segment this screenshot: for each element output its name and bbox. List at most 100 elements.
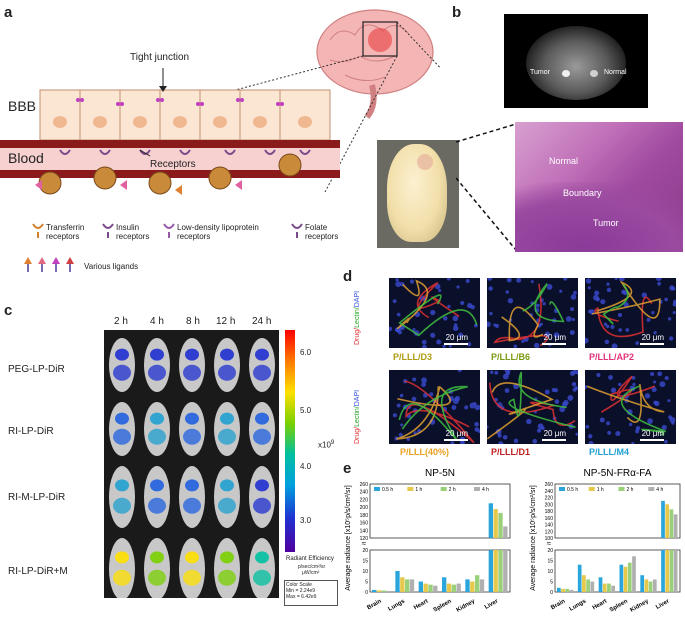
bar [456, 583, 461, 592]
radiant-unit-top: p/sec/cm²/sr [298, 564, 326, 570]
nucleus [421, 382, 427, 388]
mouse-signal-head [115, 551, 129, 564]
mouse-signal-body [218, 569, 236, 586]
nucleus [530, 280, 534, 284]
nucleus [504, 370, 511, 374]
bar [627, 562, 632, 592]
nucleus [400, 423, 404, 427]
bar [673, 550, 678, 592]
stain-label-bottom: Drug/Lectin/DAPI [354, 389, 361, 444]
ytick-high: 200 [545, 502, 554, 508]
legend-swatch [474, 487, 480, 491]
bar [652, 579, 657, 592]
bar [590, 581, 595, 592]
bar [493, 550, 498, 592]
ytick-high: 240 [545, 489, 554, 495]
bar [381, 590, 386, 592]
ytick-high: 240 [360, 490, 369, 496]
nucleus [606, 421, 611, 426]
mouse-signal-head [150, 479, 164, 492]
panel-d-letter: d [343, 268, 353, 285]
bar [479, 579, 485, 592]
nucleus [513, 344, 518, 348]
bar [673, 514, 678, 538]
mouse-signal-head [255, 348, 269, 361]
nucleus [535, 303, 540, 308]
nucleus [392, 413, 397, 418]
mouse-signal-head [220, 348, 234, 361]
mouse-signal-body [148, 428, 166, 445]
mouse-signal-head [115, 479, 129, 492]
colorbar-tick-5: 5.0 [300, 406, 312, 415]
nucleus [653, 380, 657, 384]
ligand-arrows [24, 257, 74, 272]
micro-d1: 20 μm [487, 370, 578, 444]
mice-svg [109, 338, 275, 600]
bar [669, 509, 674, 538]
nucleus [429, 392, 434, 397]
nucleus [490, 370, 494, 375]
nucleus [600, 299, 606, 305]
micro-m4: 20 μm [585, 370, 676, 444]
nucleus [641, 292, 648, 298]
mouse-signal-body [253, 364, 271, 381]
nucleus [502, 373, 509, 380]
nucleus [409, 279, 415, 284]
nucleus [651, 311, 655, 315]
nucleus [635, 341, 640, 345]
legend-label: 2 h [449, 487, 456, 493]
mouse-signal-head [185, 412, 199, 425]
nucleus [400, 326, 404, 330]
nucleus [458, 332, 464, 338]
nucleus [594, 290, 600, 296]
chart-0: NP-5N12014016018020022024026005101520≈Av… [345, 468, 511, 614]
mouse-body [249, 538, 275, 600]
mouse-body [179, 538, 205, 600]
nucleus [585, 385, 588, 389]
vessel [501, 306, 544, 342]
panel-c-letter: c [4, 302, 13, 319]
mri-image: Tumor Normal [504, 14, 648, 108]
nucleus [451, 405, 457, 410]
mouse-signal-head [255, 551, 269, 564]
nucleus [437, 288, 442, 293]
nucleus [460, 440, 465, 444]
nucleus [544, 331, 550, 337]
category-label: Lungs [387, 598, 406, 613]
ytick-low: 0 [550, 590, 553, 596]
bar [376, 590, 382, 592]
mouse-signal-body [113, 428, 131, 445]
bar [498, 550, 503, 592]
nucleus [504, 388, 510, 393]
bar [598, 577, 603, 592]
color-scale-max: Max = 6.42e9 [286, 594, 317, 600]
vessel [508, 371, 576, 429]
radiant-unit-bot: μW/cm² [302, 570, 320, 576]
ytick-high: 160 [360, 521, 369, 527]
nucleus [570, 294, 577, 300]
bar [405, 579, 410, 592]
mouse-signal-head [150, 412, 164, 425]
y-axis-label: Average radiance [x10⁵p/s/cm²/sr] [530, 485, 537, 591]
bar [619, 564, 624, 592]
nucleus [507, 298, 514, 304]
nucleus [450, 441, 455, 444]
nucleus [489, 311, 493, 316]
label-b6: P/LLL/B6 [491, 352, 531, 362]
bar [372, 589, 377, 592]
ytick-low: 0 [365, 590, 368, 596]
category-label: Spleen [433, 598, 453, 613]
bar [669, 550, 674, 592]
nucleus [588, 440, 594, 444]
mouse-signal-head [150, 551, 164, 564]
nucleus [474, 404, 480, 411]
mouse-signal-head [150, 348, 164, 361]
row-label-rim2: RI-LP-DiR+M [8, 566, 68, 577]
bar [632, 556, 636, 592]
vessel [404, 380, 475, 444]
nucleus [651, 387, 657, 393]
nucleus [498, 441, 504, 444]
nucleus [593, 294, 599, 301]
nucleus [672, 311, 676, 315]
nucleus [421, 377, 427, 384]
